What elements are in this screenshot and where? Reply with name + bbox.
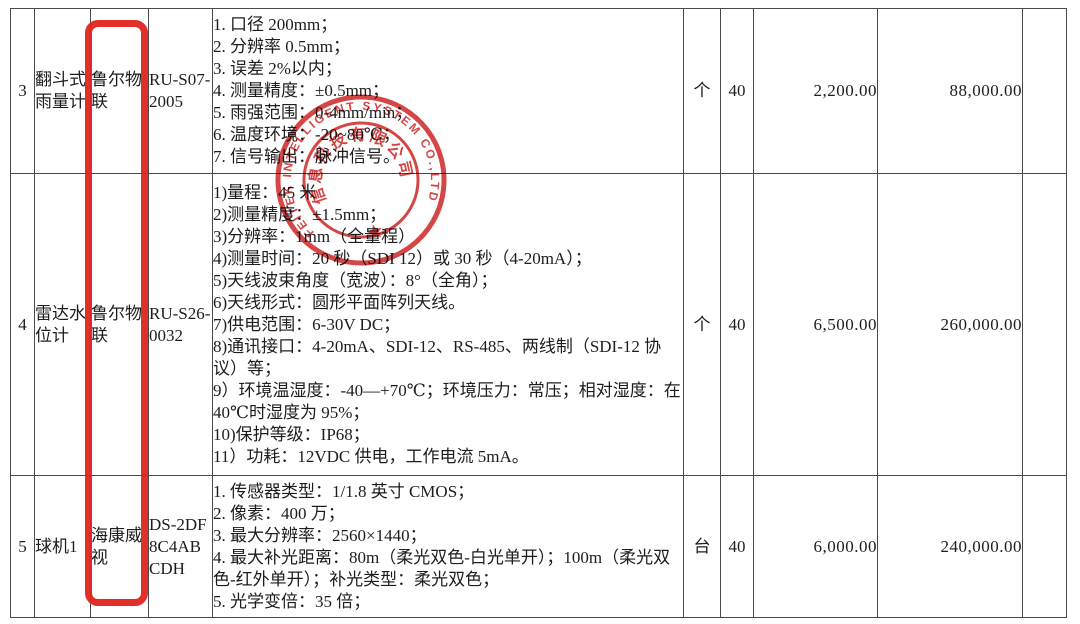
unit-price-cell: 6,500.00	[753, 173, 878, 476]
spec-line: 1. 传感器类型：1/1.8 英寸 CMOS；	[213, 481, 475, 501]
unit-price-cell: 6,000.00	[753, 475, 878, 618]
table-row: 5 球机1 海康威视 DS-2DF8C4ABCDH 1. 传感器类型：1/1.8…	[10, 475, 1067, 618]
brand-cell: 鲁尔物联	[90, 8, 149, 174]
unit-cell: 个	[683, 8, 721, 174]
spec-line: 5. 光学变倍：35 倍；	[213, 591, 371, 611]
spec-line: 6)天线形式：圆形平面阵列天线。	[213, 292, 466, 312]
brand-cell: 海康威视	[90, 475, 149, 618]
quantity-cell: 40	[720, 475, 754, 618]
spec-line: 6. 温度环境：-20~80℃；	[213, 125, 400, 144]
model-cell: DS-2DF8C4ABCDH	[148, 475, 213, 618]
model-cell: RU-S07-2005	[148, 8, 213, 174]
spec-line: 1)量程：45 米	[213, 182, 317, 202]
row-index-cell: 5	[10, 475, 35, 618]
table-row: 4 雷达水位计 鲁尔物联 RU-S26-0032 1)量程：45 米 2)测量精…	[10, 173, 1067, 476]
specs-cell: 1)量程：45 米 2)测量精度：±1.5mm； 3)分辨率：1mm（全量程） …	[212, 173, 684, 476]
device-name-cell: 球机1	[34, 475, 91, 618]
total-price-cell: 240,000.00	[877, 475, 1023, 618]
spec-line: 9）环境温湿度：-40—+70℃；环境压力：常压；相对湿度：在 40℃时湿度为 …	[213, 380, 681, 422]
spec-line: 4)测量时间：20 秒（SDI 12）或 30 秒（4-20mA）；	[213, 248, 592, 268]
spec-line: 7)供电范围：6-30V DC；	[213, 314, 401, 334]
spec-line: 2. 像素：400 万；	[213, 503, 345, 523]
brand-cell: 鲁尔物联	[90, 173, 149, 476]
device-name-cell: 雷达水位计	[34, 173, 91, 476]
spec-line: 2)测量精度：±1.5mm；	[213, 204, 387, 224]
spec-line: 7. 信号输出：脉冲信号。	[213, 147, 401, 166]
spec-line: 5. 雨强范围：0-4mm/min；	[213, 103, 413, 122]
specs-cell: 1. 传感器类型：1/1.8 英寸 CMOS； 2. 像素：400 万； 3. …	[212, 475, 684, 618]
total-price-cell: 88,000.00	[877, 8, 1023, 174]
remark-cell	[1022, 475, 1067, 618]
total-price-cell: 260,000.00	[877, 173, 1023, 476]
table-row: 3 翻斗式雨量计 鲁尔物联 RU-S07-2005 1. 口径 200mm； 2…	[10, 8, 1067, 174]
specs-cell: 1. 口径 200mm； 2. 分辨率 0.5mm； 3. 误差 2%以内； 4…	[212, 8, 684, 174]
device-name-cell: 翻斗式雨量计	[34, 8, 91, 174]
unit-cell: 台	[683, 475, 721, 618]
spec-line: 2. 分辨率 0.5mm；	[213, 37, 350, 56]
row-index-cell: 3	[10, 8, 35, 174]
quotation-table: 3 翻斗式雨量计 鲁尔物联 RU-S07-2005 1. 口径 200mm； 2…	[10, 8, 1067, 618]
spec-line: 11）功耗：12VDC 供电，工作电流 5mA。	[213, 446, 529, 466]
spec-line: 5)天线波束角度（宽波）：8°（全角）；	[213, 270, 498, 290]
spec-line: 4. 测量精度：±0.5mm；	[213, 81, 390, 100]
spec-line: 10)保护等级：IP68；	[213, 424, 370, 444]
spec-line: 1. 口径 200mm；	[213, 15, 338, 34]
row-index-cell: 4	[10, 173, 35, 476]
quantity-cell: 40	[720, 8, 754, 174]
unit-price-cell: 2,200.00	[753, 8, 878, 174]
spec-line: 3)分辨率：1mm（全量程）	[213, 226, 416, 246]
spec-line: 3. 误差 2%以内；	[213, 59, 342, 78]
quantity-cell: 40	[720, 173, 754, 476]
spec-line: 4. 最大补光距离：80m（柔光双色-白光单开）；100m（柔光双色-红外单开）…	[213, 547, 671, 589]
spec-line: 8)通讯接口：4-20mA、SDI-12、RS-485、两线制（SDI-12 协…	[213, 336, 662, 378]
remark-cell	[1022, 8, 1067, 174]
remark-cell	[1022, 173, 1067, 476]
unit-cell: 个	[683, 173, 721, 476]
model-cell: RU-S26-0032	[148, 173, 213, 476]
spec-line: 3. 最大分辨率：2560×1440；	[213, 525, 427, 545]
